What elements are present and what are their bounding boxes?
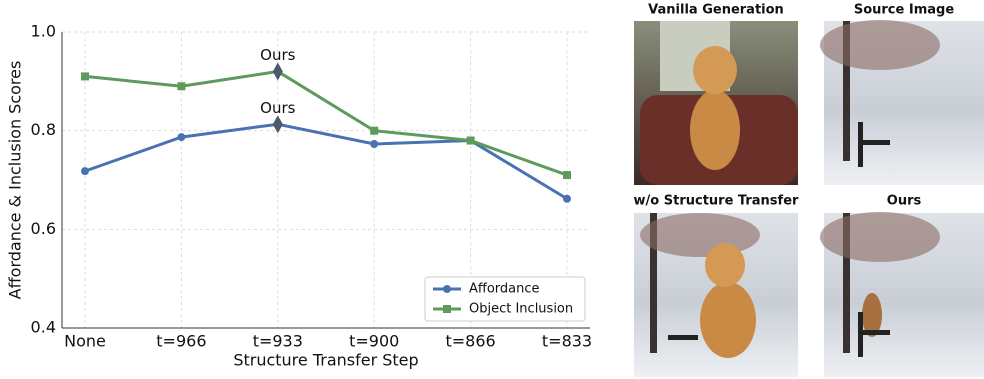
highlight-marker bbox=[272, 62, 283, 81]
marker bbox=[563, 171, 571, 180]
x-tick-label: t=933 bbox=[253, 332, 303, 351]
line-chart: 0.4 0.6 0.8 1.0 None t=966 t=933 t=900 t=866 t=83… bbox=[6, 22, 593, 370]
y-tick-label: 1.0 bbox=[31, 22, 56, 41]
x-tick-label: t=900 bbox=[349, 332, 399, 351]
x-tick-label: None bbox=[64, 332, 106, 351]
panel-title: w/o Structure Transfer bbox=[634, 194, 799, 209]
line bbox=[84, 122, 568, 201]
legend-label: Object Inclusion bbox=[469, 302, 573, 317]
panel-title: Ours bbox=[887, 194, 922, 209]
y-tick-label: 0.6 bbox=[31, 219, 56, 238]
image-vanilla bbox=[634, 21, 798, 185]
marker bbox=[81, 167, 89, 176]
annotation: Ours bbox=[260, 46, 295, 64]
marker bbox=[563, 194, 571, 203]
highlight-marker bbox=[272, 115, 283, 134]
marker bbox=[466, 136, 475, 145]
marker bbox=[443, 305, 451, 313]
marker bbox=[81, 72, 89, 81]
panel-title: Vanilla Generation bbox=[648, 3, 784, 18]
y-tick-label: 0.8 bbox=[31, 120, 56, 139]
x-tick-label: t=866 bbox=[445, 332, 495, 351]
x-axis-label: Structure Transfer Step bbox=[233, 351, 418, 370]
y-tick-label: 0.4 bbox=[31, 318, 56, 337]
x-tick-label: t=833 bbox=[542, 332, 592, 351]
marker bbox=[370, 126, 379, 135]
marker bbox=[443, 285, 451, 293]
image-source bbox=[820, 20, 984, 185]
y-axis-label: Affordance & Inclusion Scores bbox=[6, 61, 25, 300]
line bbox=[84, 69, 568, 177]
legend-label: Affordance bbox=[469, 282, 540, 297]
legend-box bbox=[424, 276, 586, 322]
marker bbox=[177, 82, 186, 91]
marker bbox=[177, 133, 186, 142]
marker bbox=[370, 139, 379, 148]
image-ours bbox=[820, 212, 984, 377]
annotation: Ours bbox=[260, 99, 295, 117]
x-tick-label: t=966 bbox=[156, 332, 206, 351]
image-no-transfer bbox=[634, 213, 798, 377]
panel-title: Source Image bbox=[854, 3, 954, 18]
